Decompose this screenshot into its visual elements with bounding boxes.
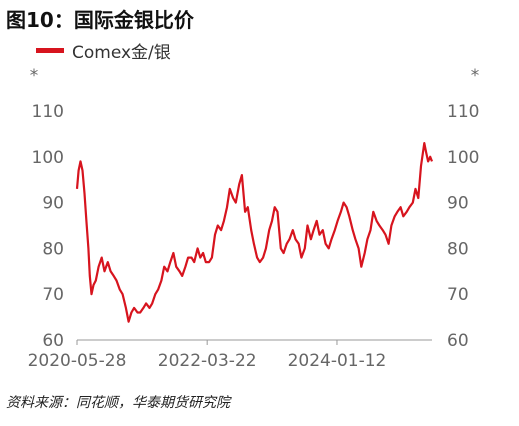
y-tick-label-left: 110	[32, 102, 64, 122]
y-tick-label-right: 90	[447, 194, 469, 214]
legend-label: Comex金/银	[72, 43, 171, 63]
y-unit-left: *	[30, 66, 39, 86]
y-tick-label-left: 100	[32, 148, 64, 168]
y-axis-left: 60 70 80 90 100 110	[32, 102, 64, 351]
y-tick-label-right: 110	[447, 102, 479, 122]
x-tick-label: 2024-01-12	[288, 351, 387, 371]
series-line	[75, 142, 434, 323]
y-axis-right: 60 70 80 90 100 110	[447, 102, 479, 351]
y-unit-right: *	[471, 66, 480, 86]
y-tick-label-right: 100	[447, 148, 479, 168]
x-tick-label: 2022-03-22	[158, 351, 257, 371]
y-tick-label-right: 60	[447, 331, 469, 351]
x-axis: 2020-05-28 2022-03-22 2024-01-12	[28, 340, 387, 371]
legend-swatch	[36, 48, 64, 53]
source-note: 资料来源：同花顺，华泰期货研究院	[6, 395, 230, 411]
y-tick-label-right: 70	[447, 285, 469, 305]
y-tick-label-left: 90	[42, 194, 64, 214]
y-tick-label-right: 80	[447, 239, 469, 259]
page-title: 图10：国际金银比价	[6, 8, 194, 32]
x-tick-label: 2020-05-28	[28, 351, 127, 371]
y-tick-label-left: 60	[42, 331, 64, 351]
legend: Comex金/银	[36, 38, 171, 63]
y-tick-label-left: 70	[42, 285, 64, 305]
y-tick-label-left: 80	[42, 239, 64, 259]
